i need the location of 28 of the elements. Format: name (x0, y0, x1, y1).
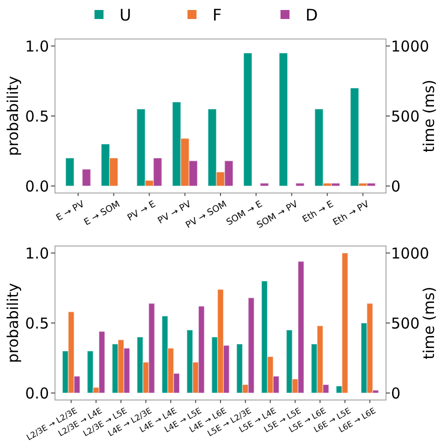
y-tick-label: 0.5 (25, 107, 49, 126)
y2-tick-label: 500 (391, 314, 420, 332)
y-tick-label: 0.0 (25, 384, 49, 402)
y-tick-label: 1.0 (25, 37, 49, 56)
legend-label: F (212, 6, 222, 25)
y2-tick-label: 0 (391, 384, 401, 402)
legend-label: U (120, 6, 132, 25)
y-axis-title: probability (4, 76, 22, 156)
bar (295, 182, 305, 186)
y-axis-title: probability (4, 282, 22, 364)
bar (82, 168, 91, 186)
y2-tick-label: 1000 (391, 37, 430, 56)
y-tick-label: 0.5 (25, 314, 49, 332)
x-tick-label: PV → E (126, 199, 158, 224)
y2-axis-title: time (ms) (420, 286, 438, 360)
bar (243, 52, 252, 186)
bar (278, 52, 288, 186)
y2-tick-label: 0 (391, 177, 401, 196)
x-tick-label: Eth → PV (332, 199, 372, 228)
y2-axis-title: time (ms) (420, 80, 438, 152)
y2-tick-label: 1000 (391, 244, 430, 262)
legend-label: D (306, 6, 318, 25)
x-tick-label: E → SOM (82, 200, 122, 228)
y-tick-label: 1.0 (25, 244, 49, 262)
y2-tick-label: 500 (391, 107, 420, 126)
bar (260, 182, 269, 186)
y-tick-label: 0.0 (25, 177, 49, 196)
bar (65, 158, 74, 186)
